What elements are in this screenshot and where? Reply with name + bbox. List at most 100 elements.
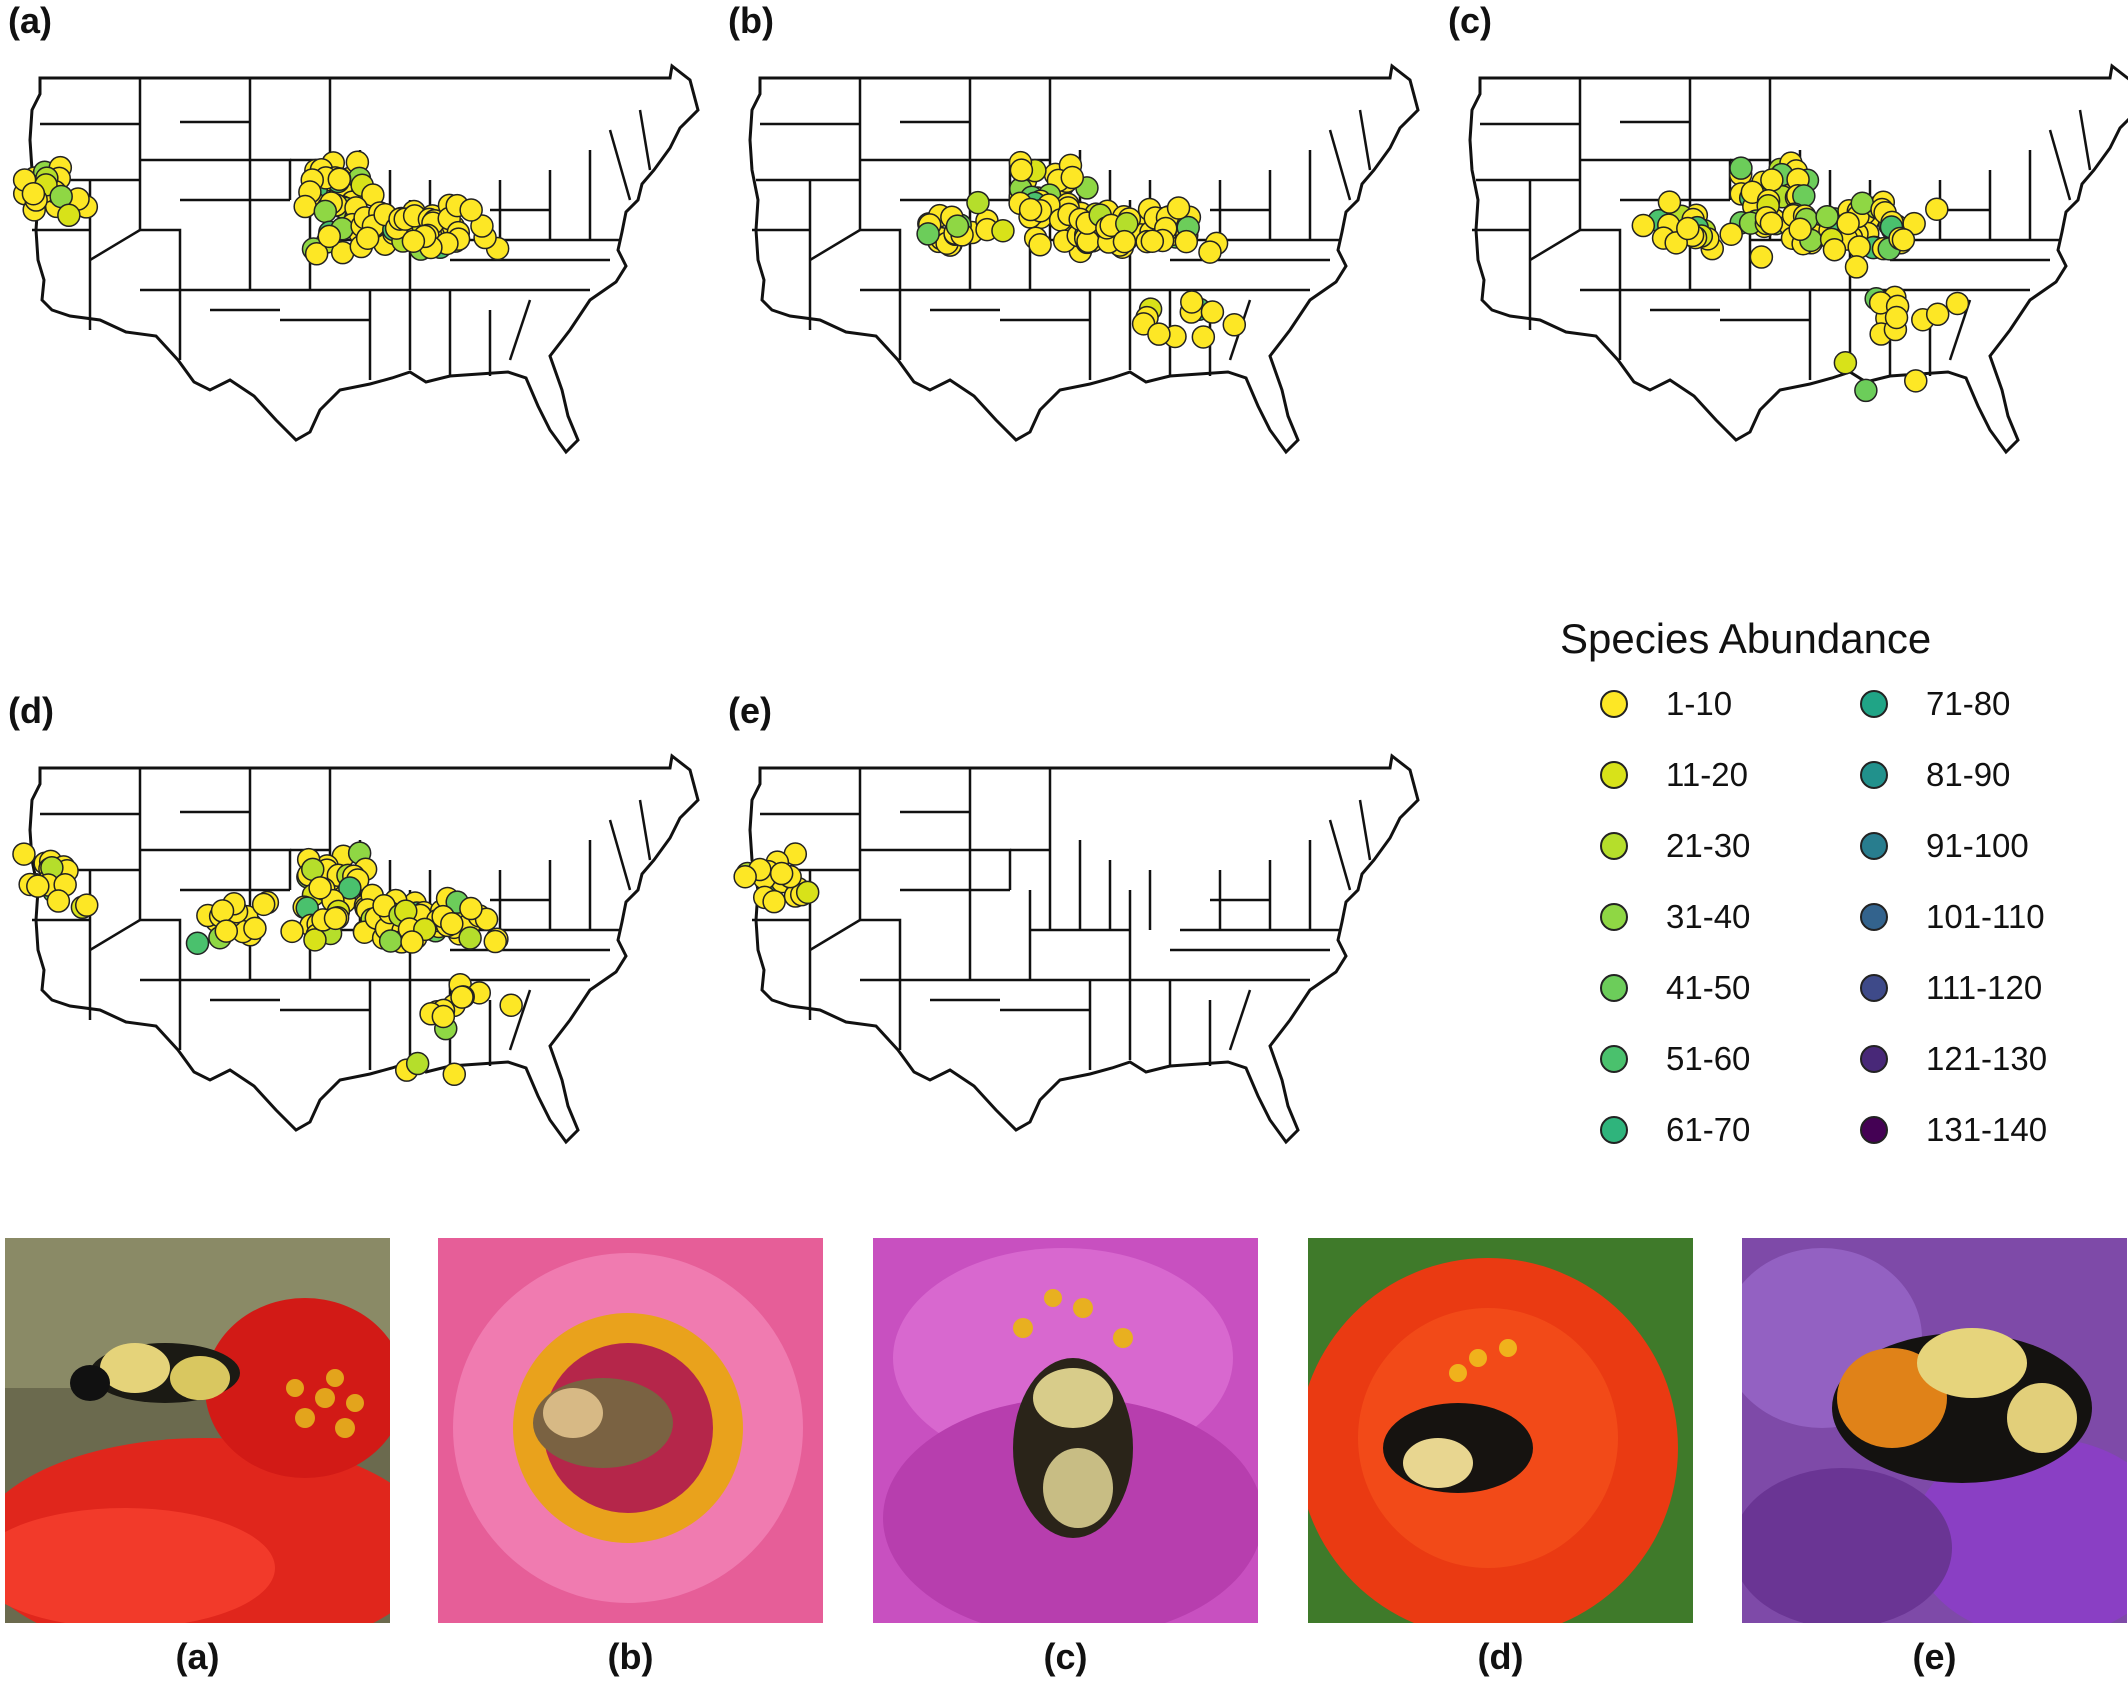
site-marker (323, 906, 348, 931)
legend-item: 31-40 (1600, 892, 1750, 942)
state-boundary (608, 819, 632, 891)
country-outline (1468, 63, 2128, 455)
legend-label: 61-70 (1666, 1111, 1751, 1148)
legend-label: 11-20 (1666, 756, 1748, 793)
state-boundary (970, 848, 1012, 890)
state-boundary (638, 109, 652, 171)
site-marker (1147, 322, 1171, 346)
site-marker (1836, 211, 1860, 236)
state-boundary (138, 768, 182, 980)
site-marker (317, 224, 341, 249)
us-map (733, 753, 1420, 1145)
photo-caption-c: (c) (1043, 1636, 1088, 1677)
site-marker (251, 892, 276, 917)
site-marker (355, 226, 380, 250)
legend-label: 111-120 (1926, 969, 2043, 1006)
us-map (1468, 63, 2128, 455)
site-marker (762, 889, 786, 914)
state-boundary (1358, 799, 1372, 861)
site-marker (916, 222, 940, 246)
site-marker (1028, 233, 1052, 257)
state-boundary (508, 989, 532, 1051)
legend-swatch (1600, 1045, 1628, 1073)
legend-label: 1-10 (1666, 685, 1733, 722)
site-marker (1815, 204, 1839, 229)
bee-photo-a (5, 1238, 390, 1623)
legend-item: 131-140 (1860, 1105, 2047, 1155)
site-marker (1891, 228, 1916, 252)
state-boundary (858, 78, 902, 290)
state-boundary (508, 299, 532, 361)
legend-item: 11-20 (1600, 750, 1748, 800)
site-marker (338, 876, 362, 900)
state-boundary (858, 768, 902, 980)
panel-label: (b) (728, 0, 774, 41)
legend-item: 81-90 (1860, 750, 2010, 800)
legend-label: 81-90 (1926, 756, 2011, 793)
site-marker (327, 167, 352, 192)
site-marker (21, 181, 46, 206)
legend-label: 31-40 (1666, 898, 1751, 935)
site-marker (442, 1062, 467, 1087)
site-marker (966, 190, 990, 215)
site-marker (991, 219, 1015, 243)
legend-label: 21-30 (1666, 827, 1751, 864)
legend-swatch (1860, 974, 1888, 1002)
legend-swatch (1600, 690, 1628, 718)
bee-on-orange-zinnia-image (1308, 1238, 1693, 1623)
legend-swatch (1860, 832, 1888, 860)
state-boundary (638, 799, 652, 861)
legend-item: 51-60 (1600, 1034, 1750, 1084)
state-boundary (138, 78, 182, 290)
site-marker (1631, 213, 1656, 238)
legend-item: 1-10 (1600, 679, 1732, 729)
site-marker (440, 912, 464, 936)
site-marker (1847, 235, 1871, 259)
us-map (12, 63, 700, 455)
site-marker (499, 993, 523, 1017)
map-panel-d: (d) (0, 690, 700, 1150)
legend-label: 91-100 (1926, 827, 2029, 864)
photo-caption-a: (a) (175, 1636, 220, 1677)
legend-item: 21-30 (1600, 821, 1750, 871)
site-marker (733, 864, 757, 889)
map-panel-e: (e) (720, 690, 1420, 1150)
state-boundary (89, 918, 141, 952)
site-marker (185, 931, 210, 955)
site-marker (1884, 305, 1909, 330)
map-panel-a: (a) (0, 0, 700, 460)
photo-caption-b: (b) (607, 1636, 654, 1677)
site-marker (1759, 211, 1784, 236)
legend-swatch (1860, 903, 1888, 931)
legend-item: 111-120 (1860, 963, 2042, 1013)
site-marker (1180, 290, 1204, 314)
state-boundary (809, 918, 861, 952)
panel-label: (c) (1448, 0, 1492, 41)
site-marker (57, 203, 81, 228)
bee-on-pink-zinnia-image (438, 1238, 823, 1623)
state-boundary (1690, 158, 1732, 200)
site-marker (74, 893, 99, 917)
legend-label: 101-110 (1926, 898, 2045, 935)
site-marker (308, 876, 332, 900)
legend-swatch (1860, 761, 1888, 789)
panel-label: (d) (8, 690, 54, 731)
site-marker (46, 889, 71, 913)
site-marker (1174, 229, 1199, 254)
site-marker (214, 919, 239, 943)
site-marker (1140, 229, 1165, 253)
site-marker (431, 1004, 456, 1029)
legend-swatch (1600, 1116, 1628, 1144)
legend-label: 71-80 (1926, 685, 2011, 722)
site-marker (378, 929, 403, 953)
state-boundary (250, 158, 292, 200)
legend-swatch (1860, 1116, 1888, 1144)
site-marker (1112, 229, 1137, 254)
map-panel-b: (b) (720, 0, 1420, 460)
site-marker (1925, 302, 1950, 327)
legend-item: 101-110 (1860, 892, 2045, 942)
map-panel-c: (c) (1440, 0, 2128, 460)
state-boundary (608, 129, 632, 201)
site-marker (210, 899, 235, 923)
site-marker (12, 842, 36, 866)
